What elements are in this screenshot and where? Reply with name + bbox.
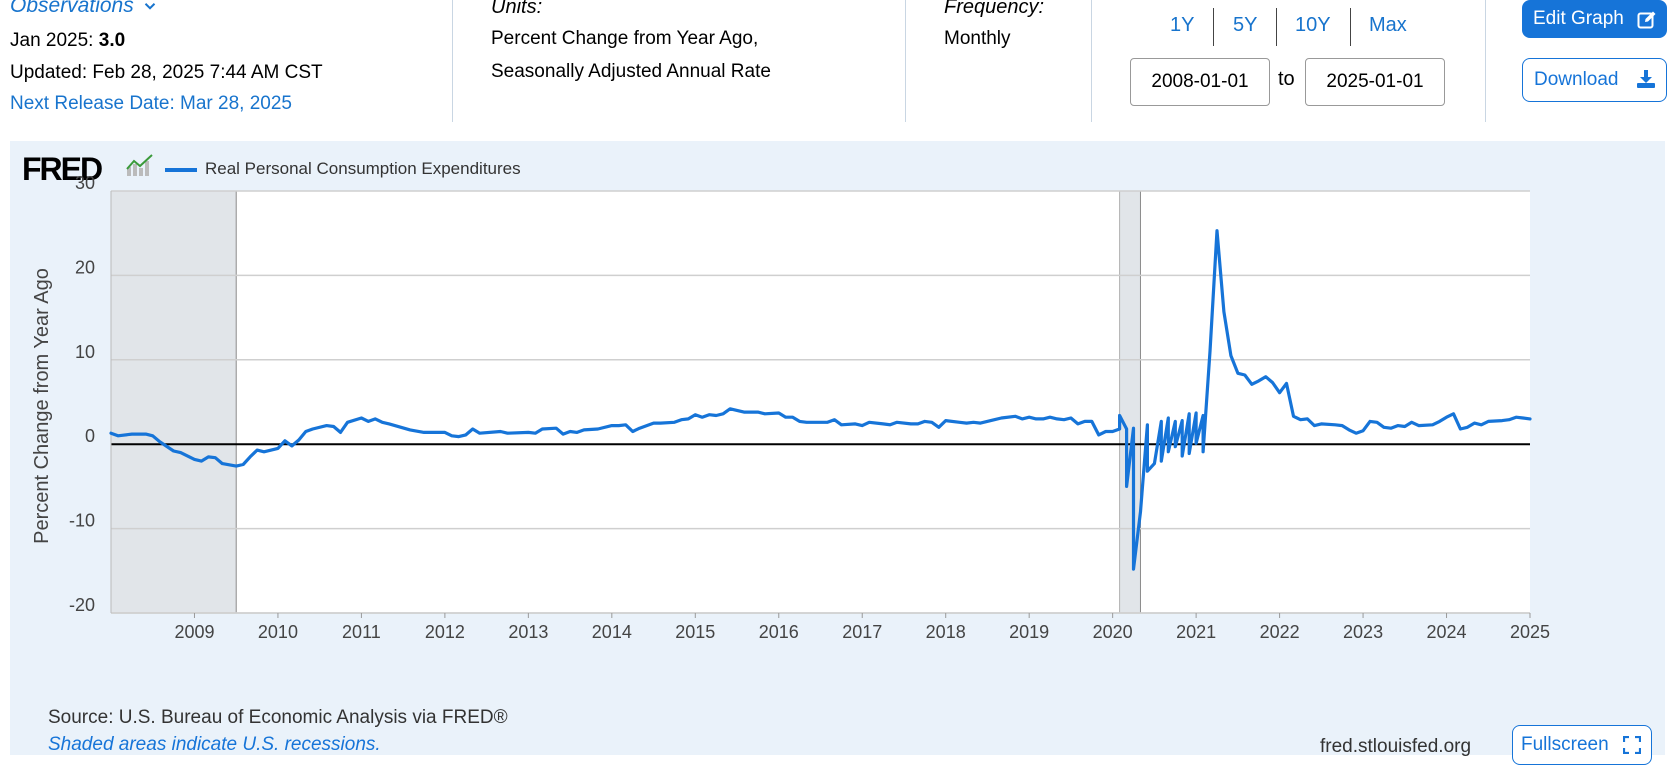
frequency-label: Frequency: [944, 0, 1045, 18]
x-tick-label: 2014 [592, 622, 632, 642]
recession-band [111, 191, 237, 613]
range-separator [1213, 8, 1214, 46]
start-date-input[interactable]: 2008-01-01 [1130, 58, 1270, 106]
legend-series-name: Real Personal Consumption Expenditures [205, 159, 521, 178]
divider [905, 0, 906, 122]
x-tick-label: 2011 [342, 622, 381, 642]
chart-panel: FRED Real Personal Consumption Expenditu… [10, 141, 1665, 765]
range-button-1y[interactable]: 1Y [1170, 14, 1195, 36]
y-tick-label: 20 [75, 257, 95, 277]
x-tick-label: 2019 [1009, 622, 1049, 642]
recession-band [1119, 191, 1141, 613]
legend-swatch [165, 167, 197, 172]
latest-observation: Jan 2025: 3.0 [10, 30, 125, 52]
recession-note: Shaded areas indicate U.S. recessions. [48, 734, 381, 755]
y-tick-label: -10 [69, 511, 95, 531]
site-url: fred.stlouisfed.org [1320, 736, 1472, 757]
x-tick-label: 2025 [1510, 622, 1550, 642]
units-label: Units: [491, 0, 543, 18]
x-tick-label: 2009 [174, 622, 214, 642]
range-separator [1350, 8, 1351, 46]
fred-graph-icon [126, 154, 153, 176]
end-date-input[interactable]: 2025-01-01 [1305, 58, 1445, 106]
expand-icon [1623, 736, 1641, 754]
fullscreen-button[interactable]: Fullscreen [1512, 725, 1652, 765]
divider [1091, 0, 1092, 122]
y-tick-label: 10 [75, 342, 95, 362]
series-line [109, 229, 1532, 571]
x-tick-label: 2016 [759, 622, 799, 642]
x-tick-label: 2012 [425, 622, 465, 642]
date-range-to-label: to [1278, 68, 1295, 90]
x-tick-label: 2023 [1343, 622, 1383, 642]
y-tick-label: 30 [75, 173, 95, 193]
range-separator [1276, 8, 1277, 46]
range-button-10y[interactable]: 10Y [1295, 14, 1331, 36]
edit-icon [1637, 11, 1656, 29]
latest-period: Jan 2025: [10, 30, 94, 51]
edit-graph-label[interactable]: Edit Graph [1533, 8, 1624, 29]
x-tick-label: 2017 [842, 622, 882, 642]
chart-legend: Real Personal Consumption Expenditures [165, 159, 521, 179]
plot-area [111, 191, 1530, 613]
line-chart: -20 -10 0 10 20 30 2009 2010 2011 2012 2013 2014 201… [31, 173, 1550, 642]
x-tick-label: 2024 [1427, 622, 1467, 642]
download-icon [1637, 70, 1655, 88]
edit-graph-button[interactable]: Edit Graph [1522, 0, 1667, 38]
range-button-5y[interactable]: 5Y [1233, 14, 1258, 36]
next-release-link[interactable]: Next Release Date: Mar 28, 2025 [10, 93, 292, 114]
observations-toggle[interactable]: Observations [10, 0, 156, 18]
updated-timestamp: Updated: Feb 28, 2025 7:44 AM CST [10, 62, 323, 83]
units-line-2: Seasonally Adjusted Annual Rate [491, 61, 771, 82]
fred-logo: FRED [22, 151, 103, 187]
y-tick-label: 0 [85, 426, 95, 446]
download-label[interactable]: Download [1534, 69, 1619, 90]
x-tick-label: 2015 [675, 622, 715, 642]
x-tick-label: 2022 [1260, 622, 1300, 642]
divider [452, 0, 453, 122]
frequency-value: Monthly [944, 28, 1011, 49]
x-tick-label: 2020 [1093, 622, 1133, 642]
source-note: Source: U.S. Bureau of Economic Analysis… [48, 707, 508, 728]
y-tick-label: -20 [69, 595, 95, 615]
latest-value: 3.0 [98, 30, 126, 51]
x-tick-label: 2010 [258, 622, 298, 642]
divider [1485, 0, 1486, 122]
x-tick-label: 2021 [1176, 622, 1216, 642]
y-axis-title: Percent Change from Year Ago [31, 268, 53, 544]
x-tick-label: 2013 [508, 622, 548, 642]
units-line-1: Percent Change from Year Ago, [491, 28, 759, 49]
chevron-down-icon[interactable] [144, 0, 156, 12]
download-button[interactable]: Download [1522, 58, 1667, 102]
x-tick-label: 2018 [926, 622, 966, 642]
series-header: Observations Jan 2025: 3.0 Updated: Feb … [0, 0, 1675, 130]
observations-label[interactable]: Observations [10, 0, 134, 17]
fullscreen-label[interactable]: Fullscreen [1521, 734, 1609, 755]
range-button-max[interactable]: Max [1369, 14, 1407, 36]
